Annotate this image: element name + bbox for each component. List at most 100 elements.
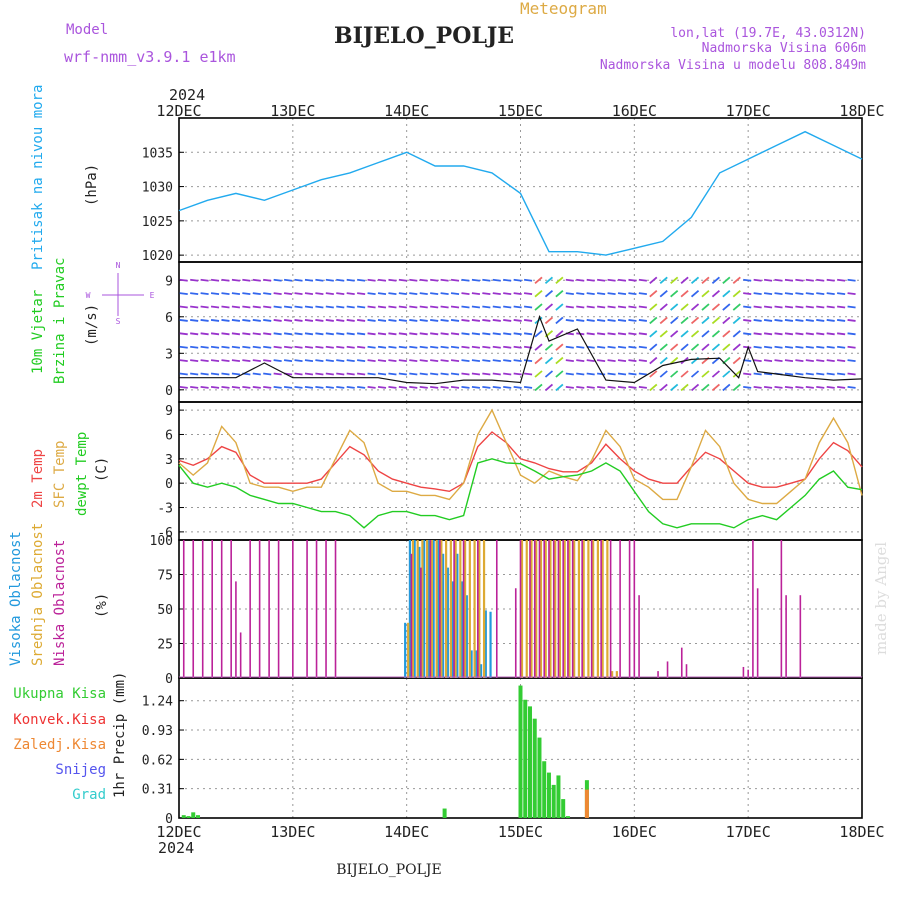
wind-barb (450, 332, 460, 336)
wind-speed-line (179, 314, 863, 385)
wind-barb (503, 345, 512, 349)
wind-barb (763, 385, 773, 389)
wind-barb (409, 292, 418, 296)
wind-barb (388, 278, 397, 282)
wind-barb (388, 345, 397, 349)
wind-barb (440, 359, 449, 363)
wind-barb (597, 278, 606, 282)
wind-barb (534, 289, 543, 298)
wind-barb (701, 383, 710, 392)
wind-barb (753, 359, 762, 363)
wind-barb (534, 370, 543, 378)
wind-barb (346, 345, 355, 349)
wind-barb (607, 345, 616, 349)
wind-title-line2: Brzina i Pravac (52, 258, 68, 384)
wind-barb (795, 345, 804, 349)
wind-barb (743, 292, 752, 296)
wind-barb (325, 345, 334, 349)
wind-barb (607, 372, 616, 376)
wind-barb (430, 278, 439, 282)
wind-barb (617, 385, 627, 389)
legend-snow: Snijeg (55, 762, 106, 778)
wind-barb (513, 332, 522, 336)
wind-barb (440, 385, 449, 389)
wind-barb (388, 359, 397, 363)
wind-barb (367, 278, 376, 282)
total-precip-bar (532, 718, 537, 818)
wind-barb (670, 276, 679, 284)
wind-barb (701, 370, 710, 378)
wind-barb (336, 278, 345, 282)
wind-barb (388, 292, 397, 296)
wind-barb (722, 289, 731, 298)
wind-barb (805, 372, 814, 376)
wind-barb (357, 319, 366, 322)
wind-title-line1: 10m Vjetar (30, 290, 46, 374)
wind-barb (336, 292, 345, 296)
wind-barb (179, 292, 188, 296)
wind-barb (816, 319, 825, 322)
wind-barb (816, 345, 825, 349)
wind-barb (315, 385, 324, 389)
wind-barb (784, 305, 794, 309)
wind-barb (743, 372, 752, 376)
wind-barb (523, 332, 533, 336)
legend-hail: Grad (72, 787, 106, 803)
pressure-unit: (hPa) (84, 164, 100, 206)
wind-barb (263, 278, 272, 282)
wind-barb (649, 303, 658, 311)
wind-barb (294, 372, 303, 376)
wind-barb (210, 305, 220, 309)
wind-barb (273, 372, 282, 376)
wind-barb (555, 303, 564, 311)
wind-barb (680, 289, 689, 298)
wind-barb (492, 359, 501, 363)
wind-barb (263, 319, 272, 322)
wind-barb (523, 372, 533, 376)
wind-barb (816, 305, 825, 309)
wind-barb (388, 319, 397, 322)
wind-barb (513, 359, 522, 363)
wind-barb (357, 292, 366, 296)
wind-barb (325, 332, 334, 336)
wind-barb (210, 292, 220, 296)
wind-barb (722, 370, 731, 378)
wind-barb (847, 319, 856, 322)
wind-barb (450, 305, 460, 309)
wind-barb (252, 278, 261, 282)
wind-barb (346, 385, 355, 389)
wind-barb (304, 359, 314, 363)
wind-barb (492, 292, 501, 296)
wind-barb (492, 345, 501, 349)
y-tick-label: 0 (165, 384, 173, 399)
wind-barb (200, 332, 209, 336)
y-tick-label: 0 (165, 477, 173, 492)
wind-barb (711, 370, 720, 378)
wind-barb (503, 305, 512, 309)
wind-barb (701, 330, 710, 338)
wind-barb (440, 372, 449, 376)
wind-barb (367, 332, 376, 336)
wind-barb (523, 385, 533, 389)
wind-barb (732, 383, 741, 392)
wind-barb (649, 289, 658, 298)
wind-barb (795, 319, 804, 322)
cloud-title-low: Niska Oblacnost (52, 540, 68, 666)
compass-south: S (116, 317, 121, 326)
wind-barb (388, 385, 397, 389)
wind-barb (440, 292, 449, 296)
wind-barb (482, 278, 491, 282)
wind-barb (722, 343, 731, 351)
wind-barb (398, 372, 407, 376)
panel-frame (178, 401, 863, 541)
wind-barb (576, 278, 585, 282)
wind-barb (638, 385, 647, 389)
wind-barb (586, 278, 595, 282)
wind-barb (367, 372, 376, 376)
wind-barb (231, 345, 241, 349)
wind-barb (503, 385, 512, 389)
wind-barb (304, 292, 314, 296)
wind-barb (565, 319, 574, 322)
x-tick-label-top: 15DEC (498, 102, 543, 120)
wind-barb (732, 356, 741, 365)
